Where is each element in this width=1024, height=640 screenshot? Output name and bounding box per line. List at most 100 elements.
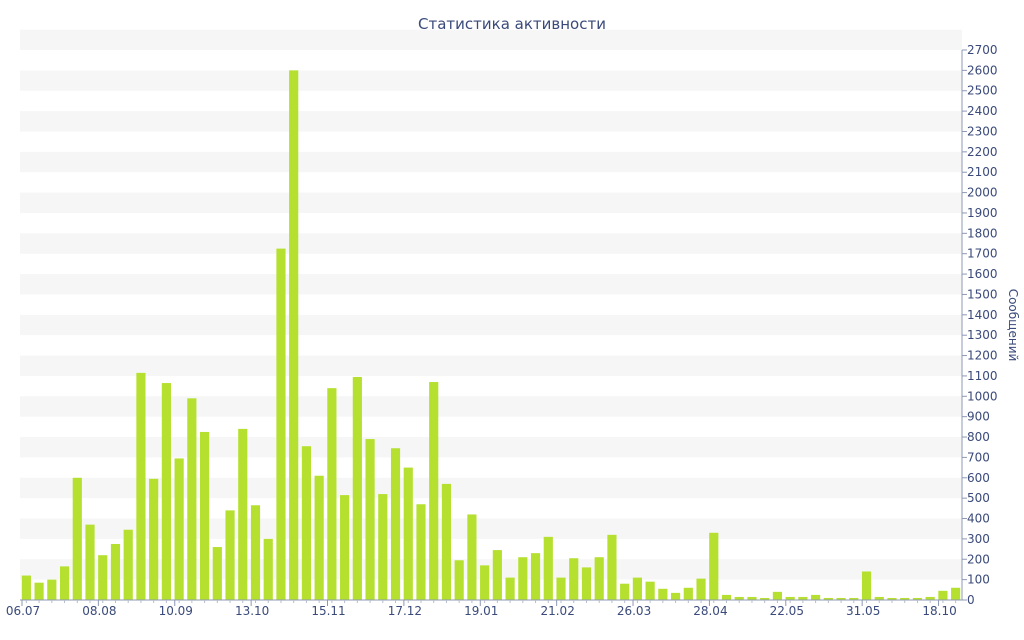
bar: [912, 597, 923, 600]
bar: [47, 579, 57, 600]
y-tick-label: 2000: [967, 186, 998, 200]
bar: [530, 553, 541, 600]
y-tick-label: 1800: [967, 226, 998, 240]
bar: [301, 446, 312, 600]
y-tick-label: 400: [967, 512, 990, 526]
bar: [72, 477, 82, 600]
bar: [161, 383, 171, 600]
grid-band: [20, 233, 962, 254]
bar: [263, 538, 273, 600]
x-tick-label: 13.10: [235, 604, 269, 618]
bar: [59, 566, 70, 600]
bars: [21, 70, 961, 601]
bar: [199, 431, 210, 600]
grid-band: [20, 437, 962, 458]
x-axis: 06.07 08.08 10.09 13.10 15.11 17.12 19.01 21.02…: [6, 599, 962, 618]
bar: [480, 565, 490, 600]
bar: [21, 575, 31, 600]
bar: [785, 596, 795, 600]
x-tick-label: 26.03: [617, 604, 651, 618]
x-tick-label: 21.02: [540, 604, 574, 618]
grid-bands: [20, 29, 962, 580]
bar: [327, 388, 337, 600]
bar: [441, 483, 452, 600]
y-tick-label: 100: [967, 573, 990, 587]
x-tick-label: 08.08: [82, 604, 116, 618]
bar: [289, 70, 299, 601]
x-tick-label: 19.01: [464, 604, 498, 618]
bar: [696, 578, 706, 600]
bar: [900, 597, 910, 600]
bar: [340, 495, 350, 600]
y-tick-label: 1900: [967, 206, 998, 220]
bar: [505, 577, 515, 600]
bar: [760, 597, 770, 600]
grid-band: [20, 314, 962, 336]
bar: [823, 597, 833, 600]
y-tick-label: 1600: [967, 267, 998, 281]
y-tick-label: 200: [967, 552, 990, 566]
grid-band: [20, 29, 962, 50]
y-tick-label: 2500: [967, 84, 998, 98]
bar: [811, 594, 821, 600]
y-tick-label: 1500: [967, 287, 998, 301]
bar: [620, 583, 630, 600]
bar: [798, 596, 808, 600]
y-tick-label: 0: [967, 593, 975, 607]
bar: [85, 524, 95, 600]
bar: [569, 558, 579, 600]
grid-band: [20, 151, 962, 173]
bar: [951, 587, 961, 600]
bar: [352, 376, 362, 600]
bar: [403, 467, 413, 600]
y-tick-label: 500: [967, 491, 990, 505]
grid-band: [20, 518, 962, 539]
bar: [772, 591, 783, 600]
bar: [734, 596, 744, 600]
y-axis: 0 100 200 300 400 500 600 700 800 900 1000 1100 1200…: [961, 43, 998, 607]
bar: [607, 534, 617, 600]
bar: [212, 547, 222, 600]
bar: [645, 581, 655, 600]
bar: [429, 382, 439, 600]
bar: [123, 529, 133, 600]
y-tick-label: 2600: [967, 63, 998, 77]
bar: [861, 571, 872, 600]
y-tick-label: 2700: [967, 43, 998, 57]
bar: [543, 536, 553, 600]
y-tick-label: 700: [967, 450, 990, 464]
grid-band: [20, 274, 962, 295]
bar: [874, 596, 884, 600]
bar: [670, 592, 681, 600]
bar: [925, 596, 935, 600]
y-tick-label: 2200: [967, 145, 998, 159]
bar: [174, 458, 184, 600]
y-tick-label: 800: [967, 430, 990, 444]
y-tick-label: 2300: [967, 124, 998, 138]
y-tick-label: 1300: [967, 328, 998, 342]
x-tick-label: 10.09: [159, 604, 193, 618]
bar: [747, 596, 757, 600]
y-axis-title: Сообщений: [1006, 289, 1020, 362]
bar: [454, 560, 464, 600]
bar: [225, 510, 235, 600]
y-tick-label: 900: [967, 410, 990, 424]
grid-band: [20, 477, 962, 499]
bar: [98, 555, 108, 600]
y-tick-label: 1200: [967, 349, 998, 363]
grid-band: [20, 192, 962, 213]
bar: [849, 597, 859, 600]
bar: [34, 582, 44, 600]
bar: [581, 567, 592, 600]
bar: [314, 475, 324, 600]
x-tick-label: 17.12: [388, 604, 422, 618]
y-tick-label: 1100: [967, 369, 998, 383]
x-tick-label: 31.05: [846, 604, 880, 618]
bar: [683, 587, 693, 600]
bar: [276, 248, 286, 600]
bar: [938, 590, 948, 600]
bar: [836, 597, 846, 600]
bar: [721, 594, 732, 600]
y-tick-label: 300: [967, 532, 990, 546]
